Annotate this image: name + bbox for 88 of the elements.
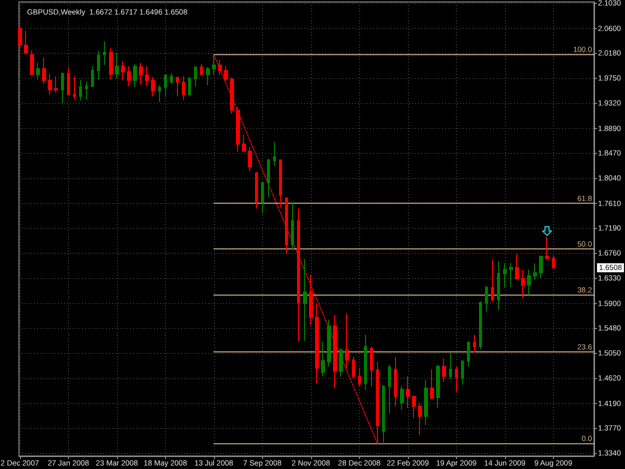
candlestick [315,302,319,384]
candlestick [521,269,525,299]
candlestick [400,385,404,410]
candlestick [394,356,397,407]
candlestick [139,62,143,85]
candlestick [412,395,416,418]
candlestick [515,254,519,280]
candlestick [97,50,100,80]
candlestick [345,312,349,369]
candlestick [164,74,167,98]
candlestick [200,64,203,76]
candlestick [333,314,337,389]
candlestick [170,72,173,84]
candlestick [436,364,440,409]
candlestick [30,50,34,76]
candlestick [85,81,88,100]
candlestick [509,262,513,288]
candlestick [358,367,361,388]
candlestick [339,348,343,377]
candlestick [364,334,367,390]
candlestick [121,60,125,81]
candlestick [309,274,313,326]
candlestick [109,48,113,80]
candlestick [303,258,307,342]
candlestick [406,376,410,409]
candlestick [424,379,428,426]
candlestick [61,72,64,104]
candlestick [545,236,549,260]
candlestick [158,84,161,103]
candlestick [539,254,543,279]
candlestick [418,402,422,436]
candlestick [194,66,197,88]
candlestick [327,319,331,367]
candlestick [176,76,179,97]
candlestick [127,66,131,87]
candlestick [533,263,537,280]
candlestick [273,141,276,166]
candlestick [255,172,258,210]
candlestick [24,30,28,56]
candlestick [18,23,22,54]
candlestick [48,73,52,95]
candlestick [352,356,355,379]
candlestick [382,384,385,444]
candlestick [115,52,119,80]
candlestick [321,340,325,377]
candlestick [527,269,531,296]
candlestick [485,285,488,312]
candlestick [91,66,94,88]
candlestick [218,59,222,76]
candlestick [497,260,500,310]
candlestick [73,76,76,100]
candlestick [103,40,106,66]
candlestick [503,263,507,288]
candlestick [279,158,282,208]
candlestick [285,196,288,254]
candlestick [449,352,452,380]
candlestick [388,364,391,414]
candlestick [461,360,464,386]
candlestick [455,366,458,393]
candlestick [54,76,58,94]
candlestick [473,334,476,353]
candlestick [261,181,264,214]
candlestick [79,79,82,101]
candlestick [467,340,470,367]
candlestick [67,66,70,96]
candlestick [297,208,300,342]
candlestick [442,358,446,382]
candlestick [552,255,555,269]
candlestick [479,301,482,350]
candlestick [370,346,373,387]
candlestick [248,146,252,172]
candlestick [224,66,228,81]
candlestick [36,62,40,80]
candlestick [42,57,46,84]
candlestick [133,64,137,88]
candlestick [212,54,216,76]
candlestick [206,66,210,86]
candlestick [267,158,270,198]
candlestick [151,76,155,97]
candlestick [236,106,240,152]
candlestick [230,76,234,114]
candlestick [182,76,185,100]
candlestick [491,258,494,302]
candlestick [291,202,294,251]
candlestick [145,66,149,87]
candlestick [242,134,246,152]
candlestick [430,368,434,400]
candlestick [188,76,191,97]
